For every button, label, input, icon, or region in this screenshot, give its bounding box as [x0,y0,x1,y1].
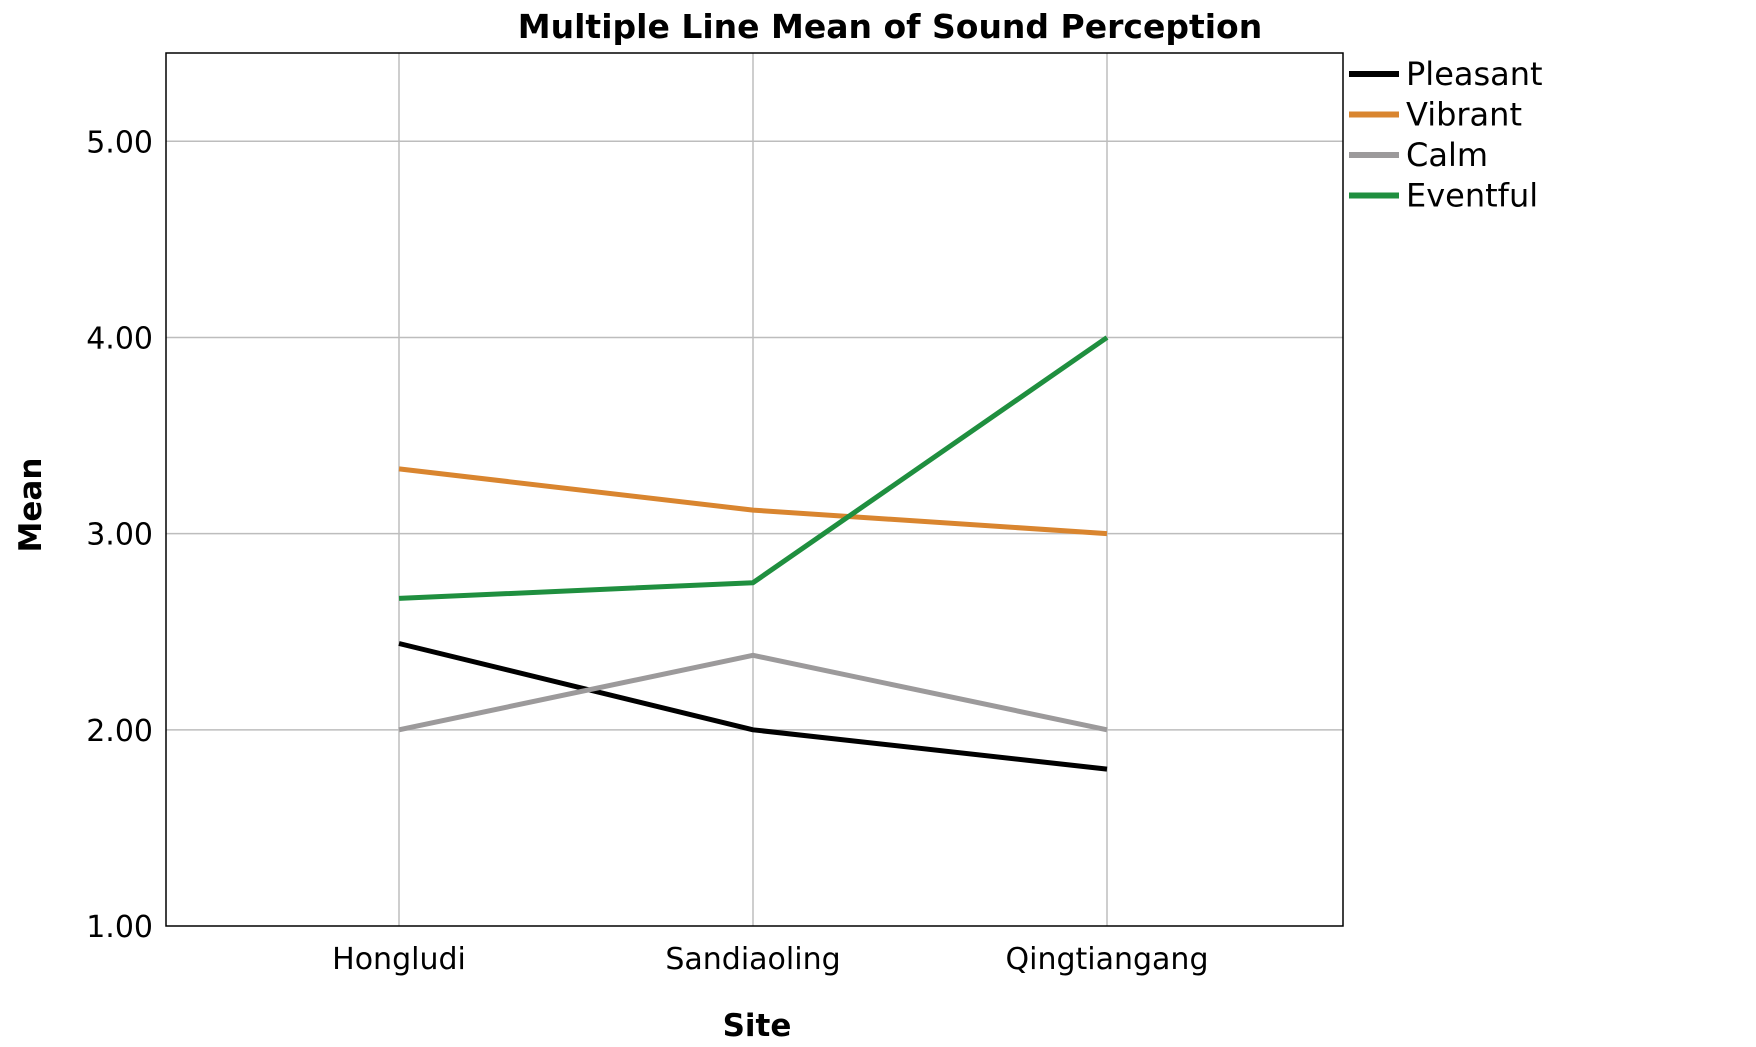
y-tick-label-0: 1.00 [86,910,153,945]
x-tick-label-0: Hongludi [332,942,466,977]
y-axis-ticks: 1.00 2.00 3.00 4.00 5.00 [86,125,153,945]
series-line-calm [398,652,1108,733]
y-tick-label-4: 5.00 [86,125,153,160]
grid-lines [166,53,1343,926]
chart-title: Multiple Line Mean of Sound Perception [518,7,1262,46]
plot-frame [165,52,1344,927]
series-lines [398,335,1109,772]
legend-label-calm: Calm [1406,136,1488,174]
y-tick-label-2: 3.00 [86,518,153,553]
legend-label-pleasant: Pleasant [1406,55,1543,93]
legend-label-eventful: Eventful [1406,177,1538,215]
y-tick-label-1: 2.00 [86,714,153,749]
y-tick-label-3: 4.00 [86,321,153,356]
x-tick-label-1: Sandiaoling [665,942,840,977]
y-axis-title: Mean [13,458,49,553]
series-line-pleasant [398,641,1108,772]
x-axis-ticks: Hongludi Sandiaoling Qingtiangang [332,942,1208,977]
x-tick-label-2: Qingtiangang [1006,942,1209,977]
legend-label-vibrant: Vibrant [1406,96,1522,134]
x-axis-title: Site [723,1008,792,1044]
series-line-eventful [398,335,1109,601]
series-line-vibrant [398,466,1108,537]
